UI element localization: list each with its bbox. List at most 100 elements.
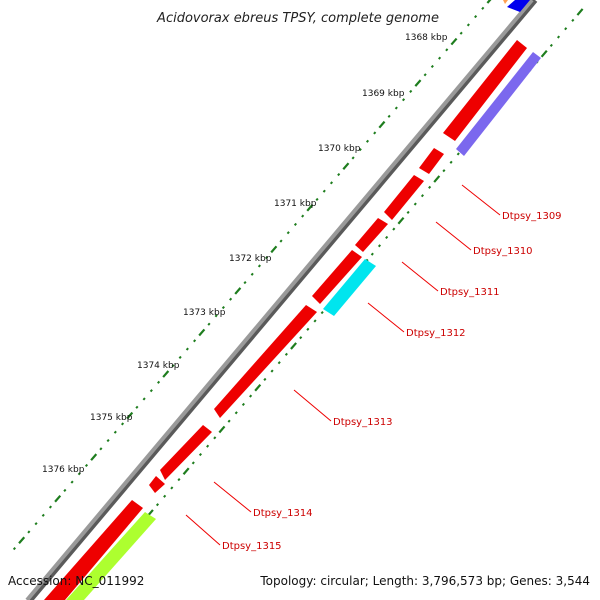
ruler-dot xyxy=(41,513,45,517)
ruler-major-tick xyxy=(218,425,226,434)
kbp-tick-label: 1374 kbp xyxy=(137,361,180,371)
ruler-dot xyxy=(313,319,317,323)
ruler-dot xyxy=(370,252,374,256)
ruler-dot xyxy=(191,461,195,465)
ruler-dot xyxy=(34,522,38,526)
ruler-dot xyxy=(449,160,453,164)
gene-feature-red[interactable] xyxy=(355,218,388,252)
kbp-tick-label: 1373 kbp xyxy=(183,308,226,318)
ruler-major-tick xyxy=(18,536,26,544)
ruler-dot xyxy=(177,478,181,482)
ruler-dot xyxy=(163,494,167,498)
gene-feature-green[interactable] xyxy=(66,512,156,600)
gene-features xyxy=(44,0,541,600)
ruler-dot xyxy=(445,48,449,52)
ruler-dot xyxy=(170,486,174,490)
ruler-major-tick xyxy=(234,287,242,295)
ruler-dot xyxy=(265,256,269,260)
ruler-major-tick xyxy=(540,49,548,58)
kbp-tick-label: 1368 kbp xyxy=(405,33,448,43)
gene-label[interactable]: Dtpsy_1312 xyxy=(406,328,466,339)
ruler-dot xyxy=(385,235,389,240)
kbp-tick-label: 1370 kbp xyxy=(318,144,361,154)
gene-label[interactable]: Dtpsy_1310 xyxy=(473,246,533,257)
gene-feature-red[interactable] xyxy=(312,250,362,304)
ruler-major-tick xyxy=(378,120,386,129)
ruler-dot xyxy=(564,27,568,31)
ruler-dot xyxy=(155,503,160,507)
ruler-dot xyxy=(48,505,53,509)
ruler-dot xyxy=(12,547,16,551)
genome-backbone xyxy=(25,0,538,600)
gene-feature-red[interactable] xyxy=(214,305,317,418)
gene-feature-red[interactable] xyxy=(419,148,444,174)
gene-feature-red[interactable] xyxy=(44,500,143,600)
ruler-dot xyxy=(263,377,267,381)
gene-label[interactable]: Dtpsy_1315 xyxy=(222,541,282,552)
ruler-dot xyxy=(420,194,424,198)
ruler-dot xyxy=(229,297,233,301)
ruler-dot xyxy=(250,272,254,276)
ruler-dot xyxy=(241,402,245,406)
gene-feature-red[interactable] xyxy=(443,40,527,141)
ruler-dot xyxy=(299,336,303,340)
gene-feature-red[interactable] xyxy=(160,425,212,480)
ruler-dot xyxy=(293,222,297,226)
gene-feature-cyan[interactable] xyxy=(323,259,376,316)
ruler-dot xyxy=(84,463,89,468)
gene-feature-red[interactable] xyxy=(384,175,424,220)
ruler-major-tick xyxy=(290,342,297,350)
ruler-dot xyxy=(442,169,446,173)
ruler-dot xyxy=(198,452,202,457)
ruler-major-tick xyxy=(414,79,422,87)
ruler-dot xyxy=(459,31,463,35)
ruler-dot xyxy=(428,185,432,189)
ruler-dot xyxy=(243,281,247,285)
gene-label[interactable]: Dtpsy_1311 xyxy=(440,287,500,298)
ruler-dot xyxy=(178,355,182,359)
kbp-tick-label: 1371 kbp xyxy=(274,199,317,209)
ruler-dot xyxy=(142,397,146,401)
ruler-major-tick xyxy=(90,453,98,461)
ruler-dot xyxy=(63,488,67,492)
ruler-dot xyxy=(320,311,324,315)
ruler-dot xyxy=(329,181,334,185)
ruler-dot xyxy=(401,98,406,102)
ruler-major-tick xyxy=(486,0,492,4)
gene-label[interactable]: Dtpsy_1313 xyxy=(333,417,393,428)
map-title: Acidovorax ebreus TPSY, complete genome xyxy=(156,11,439,26)
gene-feature-red[interactable] xyxy=(149,476,165,493)
ruler-major-tick xyxy=(182,467,190,475)
ruler-dot xyxy=(270,369,274,373)
ruler-dot xyxy=(365,139,370,143)
gene-feature-blue[interactable] xyxy=(507,0,530,12)
ruler-major-tick xyxy=(162,370,170,378)
gene-feature-purple[interactable] xyxy=(456,52,541,156)
ruler-dot xyxy=(135,405,139,409)
ruler-dot xyxy=(456,152,460,156)
gene-label[interactable]: Dtpsy_1309 xyxy=(502,211,562,222)
ruler-dot xyxy=(221,305,225,310)
ruler-dot xyxy=(234,411,238,415)
ruler-dot xyxy=(106,438,110,443)
ruler-dot xyxy=(423,73,427,77)
ruler-dot xyxy=(377,244,382,248)
ruler-dot xyxy=(571,18,575,22)
ruler-dot xyxy=(373,131,377,135)
ruler-major-tick xyxy=(270,245,278,254)
ruler-dot xyxy=(227,419,231,423)
ruler-dot xyxy=(286,231,290,235)
ruler-dot xyxy=(430,64,434,69)
ruler-dot xyxy=(549,43,553,47)
ruler-dot xyxy=(257,264,261,268)
gene-feature-orange[interactable] xyxy=(503,0,508,4)
ruler-dot xyxy=(77,472,81,476)
ruler-dot xyxy=(213,436,217,440)
outer-ruler xyxy=(12,0,492,551)
kbp-tick-label: 1376 kbp xyxy=(42,465,85,475)
ruler-dot xyxy=(214,314,218,318)
ruler-dot xyxy=(185,347,189,351)
kbp-tick-label: 1369 kbp xyxy=(362,89,405,99)
genome-summary: Topology: circular; Length: 3,796,573 bp… xyxy=(259,574,590,588)
gene-label[interactable]: Dtpsy_1314 xyxy=(253,508,313,519)
